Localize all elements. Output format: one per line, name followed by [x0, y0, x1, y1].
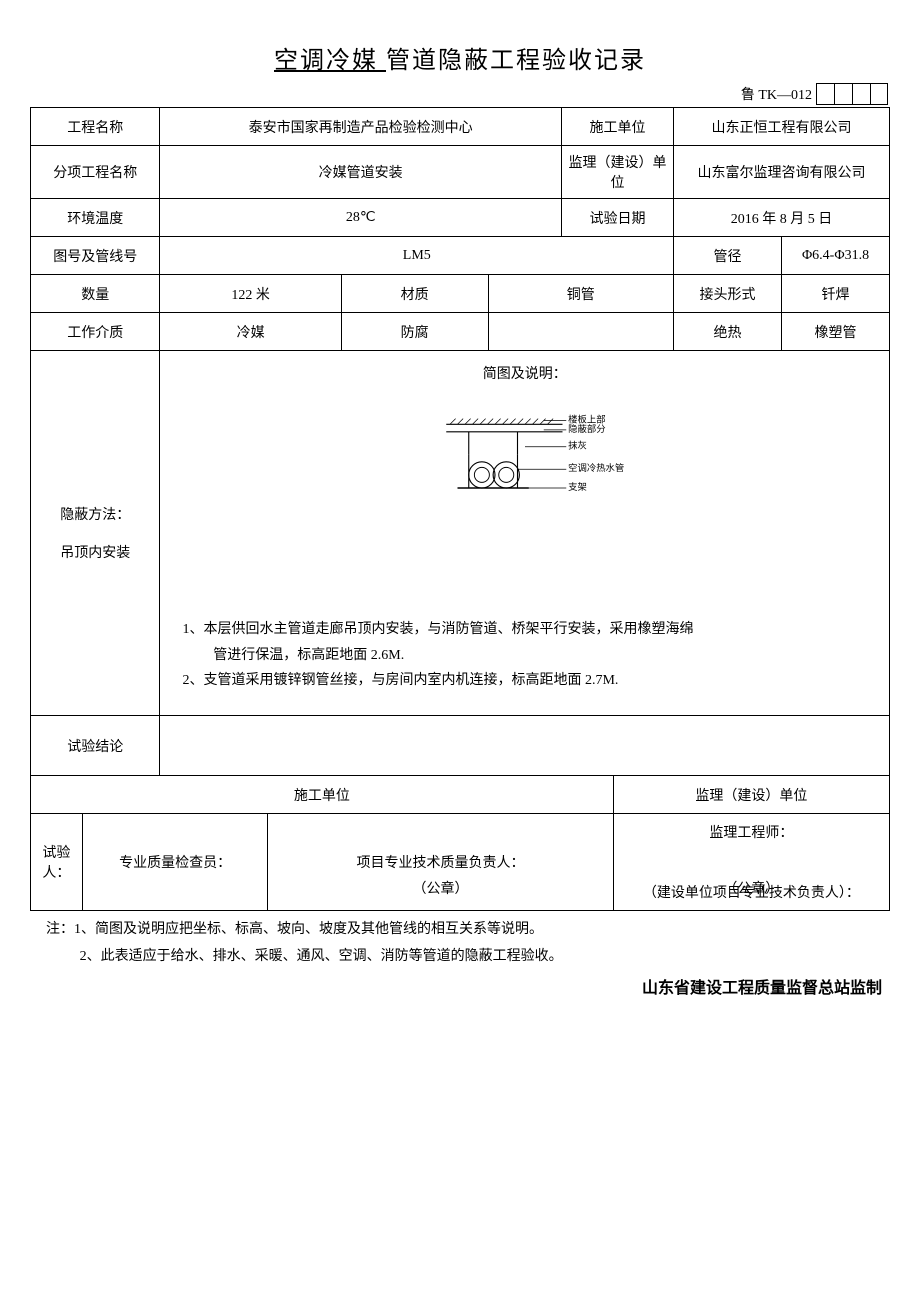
label-env-temp: 环境温度: [31, 199, 160, 237]
label-material: 材质: [341, 275, 488, 313]
value-diameter: Φ6.4-Φ31.8: [782, 237, 890, 275]
value-conclusion: [160, 716, 890, 776]
value-construction-unit: 山东正恒工程有限公司: [674, 108, 890, 146]
footer-note-1: 注：1、简图及说明应把坐标、标高、坡向、坡度及其他管线的相互关系等说明。: [46, 917, 890, 944]
label-conclusion: 试验结论: [31, 716, 160, 776]
sig-header-right: 监理（建设）单位: [613, 776, 889, 814]
value-conceal-method: 吊顶内安装: [37, 542, 153, 562]
value-test-date: 2016 年 8 月 5 日: [674, 199, 890, 237]
code-box: [834, 83, 852, 105]
label-medium: 工作介质: [31, 313, 160, 351]
diagram-label: 简图及说明：: [174, 363, 875, 383]
note-1a: 1、本层供回水主管道走廊吊顶内安装，与消防管道、桥架平行安装，采用橡塑海绵: [182, 617, 867, 642]
sig-header-left: 施工单位: [31, 776, 614, 814]
dlabel-2: 隐蔽部分: [568, 423, 605, 435]
value-material: 铜管: [488, 275, 674, 313]
value-drawing-no: LM5: [160, 237, 674, 275]
pipe-diagram: 楼板上部 隐蔽部分 抹灰 空调冷热水管 支架: [425, 413, 625, 503]
conceal-method-cell: 隐蔽方法： 吊顶内安装: [31, 351, 160, 716]
title-plain: 管道隐蔽工程验收记录: [386, 48, 646, 74]
value-qty: 122 米: [160, 275, 341, 313]
sig-tester-label: 试验人：: [42, 846, 70, 881]
label-insulation: 绝热: [674, 313, 782, 351]
page-title: 空调冷媒 管道隐蔽工程验收记录: [30, 40, 890, 75]
label-qty: 数量: [31, 275, 160, 313]
label-anticorrosion: 防腐: [341, 313, 488, 351]
label-construction-unit: 施工单位: [561, 108, 673, 146]
value-supervision-unit: 山东富尔监理咨询有限公司: [674, 146, 890, 199]
sig-tester: 试验人：: [31, 814, 83, 911]
value-insulation: 橡塑管: [782, 313, 890, 351]
note-1b: 管进行保温，标高距地面 2.6M.: [182, 643, 867, 668]
form-code-row: 鲁 TK—012: [30, 83, 890, 105]
label-diameter: 管径: [674, 237, 782, 275]
label-drawing-no: 图号及管线号: [31, 237, 160, 275]
seal-left: （公章）: [268, 878, 612, 898]
code-box: [852, 83, 870, 105]
diagram-notes: 1、本层供回水主管道走廊吊顶内安装，与消防管道、桥架平行安装，采用橡塑海绵 管进…: [174, 613, 875, 703]
footer-org: 山东省建设工程质量监督总站监制: [30, 974, 890, 998]
note-2: 2、支管道采用镀锌钢管丝接，与房间内室内机连接，标高距地面 2.7M.: [182, 668, 867, 693]
seal-right: （公章）: [614, 878, 889, 898]
form-code: 鲁 TK—012: [741, 84, 812, 104]
dlabel-1: 楼板上部: [568, 413, 605, 425]
title-underline: 空调冷媒: [274, 48, 386, 74]
sig-supervisor: 监理工程师： （建设单位项目专业技术负责人）： （公章）: [613, 814, 889, 911]
label-joint: 接头形式: [674, 275, 782, 313]
dlabel-5: 支架: [568, 481, 587, 493]
footer-note-2: 2、此表适应于给水、排水、采暖、通风、空调、消防等管道的隐蔽工程验收。: [46, 944, 890, 971]
label-supervision-unit: 监理（建设）单位: [561, 146, 673, 199]
code-boxes: [816, 83, 888, 105]
value-subproject: 冷媒管道安装: [160, 146, 561, 199]
code-box: [870, 83, 888, 105]
diagram-cell: 简图及说明：: [160, 351, 890, 716]
value-env-temp: 28℃: [160, 199, 561, 237]
value-medium: 冷媒: [160, 313, 341, 351]
dlabel-3: 抹灰: [568, 440, 587, 452]
sig-tech-lead: 项目专业技术质量负责人： （公章）: [268, 814, 613, 911]
label-test-date: 试验日期: [561, 199, 673, 237]
main-table: 工程名称 泰安市国家再制造产品检验检测中心 施工单位 山东正恒工程有限公司 分项…: [30, 107, 890, 911]
label-project-name: 工程名称: [31, 108, 160, 146]
label-conceal-method: 隐蔽方法：: [37, 504, 153, 524]
sig-qc: 专业质量检查员：: [82, 814, 268, 911]
label-subproject: 分项工程名称: [31, 146, 160, 199]
sig-supervisor-label: 监理工程师：: [624, 822, 879, 842]
value-joint: 钎焊: [782, 275, 890, 313]
value-anticorrosion: [488, 313, 674, 351]
footer-notes: 注：1、简图及说明应把坐标、标高、坡向、坡度及其他管线的相互关系等说明。 2、此…: [30, 917, 890, 970]
dlabel-4: 空调冷热水管: [568, 462, 624, 474]
value-project-name: 泰安市国家再制造产品检验检测中心: [160, 108, 561, 146]
code-box: [816, 83, 834, 105]
sig-tech-lead-label: 项目专业技术质量负责人：: [357, 856, 525, 871]
sig-qc-label: 专业质量检查员：: [119, 856, 231, 871]
